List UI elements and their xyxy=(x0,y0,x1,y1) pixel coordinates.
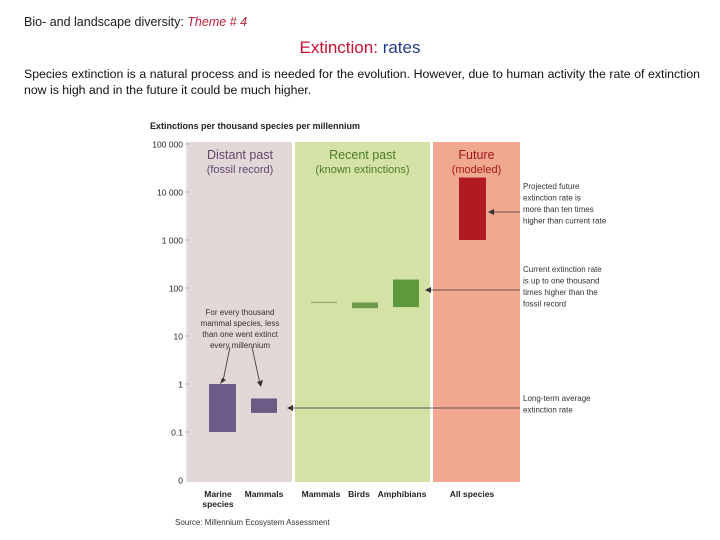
annotation-4-arrowhead xyxy=(287,405,293,411)
body-paragraph: Species extinction is a natural process … xyxy=(24,67,700,97)
category-label-1: Marine xyxy=(204,489,232,499)
y-tick-label-5: 1 000 xyxy=(162,236,184,246)
category-label-1-line2: species xyxy=(202,499,233,509)
annotation-2-line-1: Projected future xyxy=(523,182,580,191)
annotation-2-line-4: higher than current rate xyxy=(523,217,607,226)
annotation-1-arrowhead-a xyxy=(220,378,226,384)
annotation-3-line-2: is up to one thousand xyxy=(523,277,600,286)
slide-title: Extinction: rates xyxy=(0,38,720,58)
annotation-2-arrowhead xyxy=(488,209,494,215)
y-tick-label-2: 1 xyxy=(178,380,183,390)
panel-2-subtitle: (known extinctions) xyxy=(315,164,409,176)
y-tick-label-3: 10 xyxy=(174,332,184,342)
annotation-4-line-2: extinction rate xyxy=(523,406,573,415)
bar-6 xyxy=(459,177,486,240)
annotation-1-line-3: than one went extinct xyxy=(202,330,278,339)
annotation-1-arrowhead-b xyxy=(257,380,263,387)
annotation-1-pointer-b xyxy=(251,346,261,385)
y-tick-label-6: 10 000 xyxy=(157,188,183,198)
y-tick-label-4: 100 xyxy=(169,284,183,294)
annotation-2-line-2: extinction rate is xyxy=(523,194,581,203)
panel-2-background xyxy=(295,142,430,482)
bar-4 xyxy=(352,302,378,309)
annotation-3-arrowhead xyxy=(425,287,431,293)
y-tick-label-zero: 0 xyxy=(178,476,183,486)
slide-header: Bio- and landscape diversity: Theme # 4 xyxy=(24,15,247,29)
annotation-1-pointer-a xyxy=(222,346,231,382)
bar-2 xyxy=(251,398,277,413)
slide-title-part2: rates xyxy=(382,38,421,57)
category-label-4: Birds xyxy=(348,489,370,499)
panel-1-background xyxy=(188,142,292,482)
category-label-3: Mammals xyxy=(302,489,341,499)
annotation-3-line-3: times higher than the xyxy=(523,288,598,297)
extinction-rate-chart: Distant past (fossil record) Recent past (k… xyxy=(150,121,607,527)
panel-1-title: Distant past xyxy=(207,148,274,162)
y-tick-label-7: 100 000 xyxy=(152,140,183,150)
header-prefix: Bio- and landscape diversity: xyxy=(24,15,184,29)
panel-3-subtitle: (modeled) xyxy=(452,164,502,176)
category-label-2: Mammals xyxy=(245,489,284,499)
panel-1-subtitle: (fossil record) xyxy=(207,164,274,176)
annotation-1-line-4: every millennium xyxy=(210,341,270,350)
chart-source: Source: Millennium Ecosystem Assessment xyxy=(175,518,331,527)
bar-1 xyxy=(209,384,236,432)
chart-title: Extinctions per thousand species per mil… xyxy=(150,121,360,131)
panel-2-title: Recent past xyxy=(329,148,396,162)
category-label-5: Amphibians xyxy=(378,489,427,499)
category-label-6: All species xyxy=(450,489,495,499)
bar-5 xyxy=(393,279,419,308)
annotation-1-line-1: For every thousand xyxy=(206,308,275,317)
y-tick-label-1: 0.1 xyxy=(171,428,183,438)
annotation-3-line-1: Current extinction rate xyxy=(523,265,602,274)
annotation-3-line-4: fossil record xyxy=(523,300,566,309)
slide-title-part1: Extinction: xyxy=(299,38,378,57)
annotation-4-line-1: Long-term average xyxy=(523,394,591,403)
header-theme: Theme # 4 xyxy=(187,15,248,29)
annotation-2-line-3: more than ten times xyxy=(523,205,594,214)
annotation-1-line-2: mammal species, less xyxy=(201,319,280,328)
panel-3-title: Future xyxy=(458,148,494,162)
